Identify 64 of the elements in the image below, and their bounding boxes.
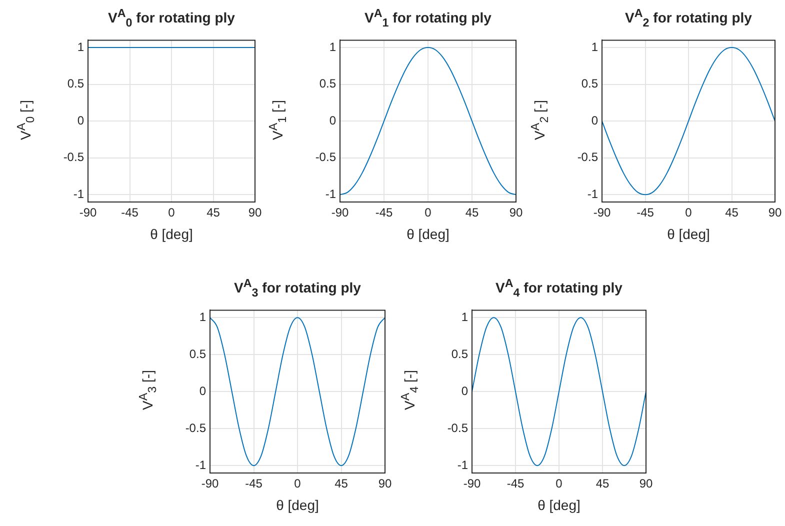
x-tick-label: 90 bbox=[509, 206, 523, 220]
y-tick-label: -0.5 bbox=[315, 150, 336, 164]
y-tick-label: 0.5 bbox=[581, 76, 598, 91]
y-tick-label: -1 bbox=[195, 458, 206, 472]
chart-title: V$^{A}$$_{0}$ for rotating ply bbox=[107, 7, 236, 30]
y-tick-label: -0.5 bbox=[447, 420, 468, 435]
x-tick-label: 45 bbox=[596, 476, 610, 491]
x-tick-label: 90 bbox=[639, 476, 653, 491]
x-tick-label: 90 bbox=[378, 476, 392, 491]
x-tick-label: 0 bbox=[685, 206, 692, 220]
y-tick-label: -0.5 bbox=[185, 420, 206, 435]
x-tick-label: 45 bbox=[465, 206, 479, 220]
y-tick-label: 1 bbox=[77, 40, 84, 54]
line-series bbox=[210, 317, 385, 466]
y-tick-label: 0 bbox=[591, 113, 598, 128]
x-tick-label: 45 bbox=[334, 476, 348, 491]
x-tick-label: 45 bbox=[206, 206, 220, 220]
y-tick-label: -1 bbox=[587, 186, 598, 201]
line-series bbox=[602, 47, 775, 196]
y-tick-label: 1 bbox=[199, 310, 206, 324]
y-tick-label: 0.5 bbox=[189, 346, 206, 361]
chart-title: V$^{A}$$_{1}$ for rotating ply bbox=[364, 7, 492, 30]
y-tick-label: 0 bbox=[329, 113, 336, 128]
chart-title: V$^{A}$$_{4}$ for rotating ply bbox=[494, 277, 624, 300]
x-tick-label: -45 bbox=[506, 476, 524, 491]
x-tick-label: -90 bbox=[593, 206, 611, 220]
x-tick-label: 90 bbox=[248, 206, 262, 220]
y-tick-label: -0.5 bbox=[577, 150, 598, 164]
x-tick-label: -90 bbox=[79, 206, 97, 220]
line-series bbox=[472, 317, 646, 466]
x-tick-label: -90 bbox=[331, 206, 349, 220]
x-tick-label: 0 bbox=[556, 476, 563, 491]
x-axis-title: θ [deg] bbox=[536, 497, 582, 513]
y-tick-label: 0 bbox=[77, 113, 84, 128]
x-tick-label: 90 bbox=[768, 206, 782, 220]
y-tick-label: 0.5 bbox=[67, 76, 84, 91]
x-tick-label: -90 bbox=[201, 476, 219, 491]
y-tick-label: 0.5 bbox=[451, 346, 468, 361]
chart-title: V$^{A}$$_{2}$ for rotating ply bbox=[624, 7, 753, 30]
y-tick-label: 0.5 bbox=[319, 76, 336, 91]
x-tick-label: -45 bbox=[121, 206, 139, 220]
y-tick-label: 1 bbox=[591, 40, 598, 54]
x-tick-label: -45 bbox=[375, 206, 393, 220]
y-tick-label: -1 bbox=[325, 186, 336, 201]
y-tick-label: -1 bbox=[457, 458, 468, 472]
x-tick-label: -90 bbox=[463, 476, 481, 491]
y-tick-label: 0 bbox=[461, 384, 468, 398]
line-series bbox=[340, 47, 516, 196]
y-tick-label: 0 bbox=[199, 384, 206, 398]
x-axis-title: θ [deg] bbox=[666, 226, 711, 242]
x-tick-label: 45 bbox=[725, 206, 739, 220]
x-axis-title: θ [deg] bbox=[406, 226, 450, 242]
x-tick-label: 0 bbox=[294, 476, 302, 491]
x-tick-label: 0 bbox=[424, 206, 432, 220]
y-tick-label: -1 bbox=[73, 186, 84, 201]
y-tick-label: -0.5 bbox=[63, 150, 84, 164]
x-tick-label: -45 bbox=[245, 476, 263, 491]
y-tick-label: 1 bbox=[461, 310, 468, 324]
chart-title: V$^{A}$$_{3}$ for rotating ply bbox=[233, 277, 362, 300]
x-axis-title: θ [deg] bbox=[275, 497, 320, 513]
x-tick-label: -45 bbox=[636, 206, 654, 220]
y-tick-label: 1 bbox=[329, 40, 336, 54]
x-tick-label: 0 bbox=[168, 206, 176, 220]
x-axis-title: θ [deg] bbox=[149, 226, 194, 242]
